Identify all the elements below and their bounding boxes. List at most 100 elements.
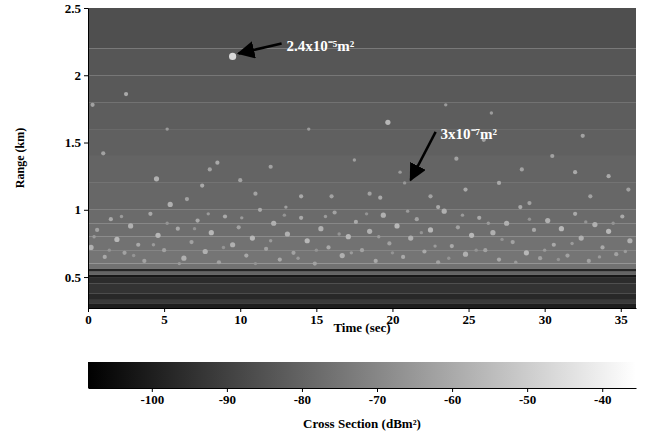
target-echo <box>200 183 204 187</box>
target-echo <box>283 213 286 216</box>
target-echo <box>230 242 235 247</box>
target-echo <box>296 257 299 260</box>
target-echo <box>428 227 433 232</box>
heatmap-cell <box>88 274 636 277</box>
heatmap-cell <box>88 129 636 156</box>
target-echo <box>461 213 464 216</box>
target-echo <box>365 212 368 215</box>
target-echo <box>490 230 495 235</box>
target-echo <box>154 176 159 181</box>
target-echo <box>155 233 160 238</box>
target-echo <box>254 262 257 265</box>
target-echo <box>340 253 345 258</box>
heatmap-cell <box>88 75 636 102</box>
plot-area <box>88 8 636 308</box>
heatmap-cell <box>88 223 636 236</box>
target-echo <box>307 127 310 130</box>
target-echo <box>538 256 542 260</box>
heatmap-cell <box>88 300 636 304</box>
target-echo <box>324 215 327 218</box>
target-echo <box>627 238 632 243</box>
target-echo <box>148 212 152 216</box>
tick-label: 2.5 <box>65 1 82 16</box>
tick: 10 <box>234 308 247 327</box>
target-echo <box>624 250 627 253</box>
colorbar <box>88 362 636 388</box>
tick: -40 <box>594 388 611 407</box>
target-echo <box>122 251 126 255</box>
heatmap-cell <box>88 304 636 308</box>
annotation-arrow <box>239 43 282 53</box>
tick-label: 35 <box>615 312 629 327</box>
target-echo <box>511 240 515 244</box>
target-echo <box>377 235 380 238</box>
target-echo <box>518 205 522 209</box>
target-echo <box>103 255 107 259</box>
y-axis-line <box>88 9 89 309</box>
target-echo <box>240 216 243 219</box>
target-echo <box>587 259 591 263</box>
target-echo <box>207 212 210 215</box>
target-echo <box>305 238 310 243</box>
heatmap-cell <box>88 277 636 284</box>
tick: -100 <box>140 388 164 407</box>
target-echo <box>588 194 592 198</box>
tick: 1.5 <box>65 135 88 150</box>
target-echo <box>422 249 426 253</box>
target-echo <box>607 174 611 178</box>
target-echo <box>442 209 447 214</box>
target-echo <box>611 222 614 225</box>
target-echo <box>497 257 501 261</box>
target-echo <box>189 240 193 244</box>
tick-label: -90 <box>219 392 236 407</box>
target-echo <box>497 181 501 185</box>
tick-label: 30 <box>539 312 552 327</box>
target-echo <box>278 257 282 261</box>
y-axis-title: Range (km) <box>13 128 27 188</box>
target-echo <box>573 170 577 174</box>
target-echo <box>258 208 262 212</box>
target-echo <box>271 221 276 226</box>
target-echo <box>136 243 140 247</box>
target-echo <box>565 253 569 257</box>
tick: 2 <box>75 68 89 83</box>
target-echo <box>408 235 413 240</box>
target-echo <box>181 256 186 261</box>
target-echo <box>463 252 468 257</box>
heatmap-cell <box>88 269 636 272</box>
heatmap-cell <box>88 48 636 75</box>
target-echo <box>378 196 382 200</box>
target-echo <box>415 217 419 221</box>
target-echo <box>477 216 481 220</box>
target-echo <box>132 254 135 257</box>
target-echo <box>346 234 351 239</box>
tick: 0 <box>85 308 92 327</box>
target-echo <box>354 220 358 224</box>
target-echo <box>573 212 577 216</box>
target-echo <box>313 262 317 266</box>
heatmap-cell <box>88 8 636 48</box>
tick: -60 <box>444 388 461 407</box>
target-echo <box>284 205 287 208</box>
target-echo <box>90 103 94 107</box>
target-echo <box>570 242 573 245</box>
target-echo <box>223 214 227 218</box>
target-echo <box>584 220 587 223</box>
tick-mark <box>84 8 88 9</box>
target-echo <box>350 251 353 254</box>
tick-label: -40 <box>594 392 611 407</box>
target-echo <box>483 248 487 252</box>
chart: 051015202530350.511.522.5Time (sec)Range… <box>0 0 647 444</box>
tick-label: 2 <box>75 68 82 83</box>
target-echo <box>403 181 406 184</box>
target-echo <box>532 228 536 232</box>
tick: -80 <box>294 388 311 407</box>
x-axis-line <box>89 308 637 309</box>
target-echo <box>456 225 460 229</box>
target-echo <box>114 237 119 242</box>
target-echo <box>326 245 330 249</box>
target-echo <box>406 209 409 212</box>
target-echo <box>269 239 272 242</box>
target-echo <box>500 238 503 241</box>
tick-label: 1 <box>75 202 82 217</box>
